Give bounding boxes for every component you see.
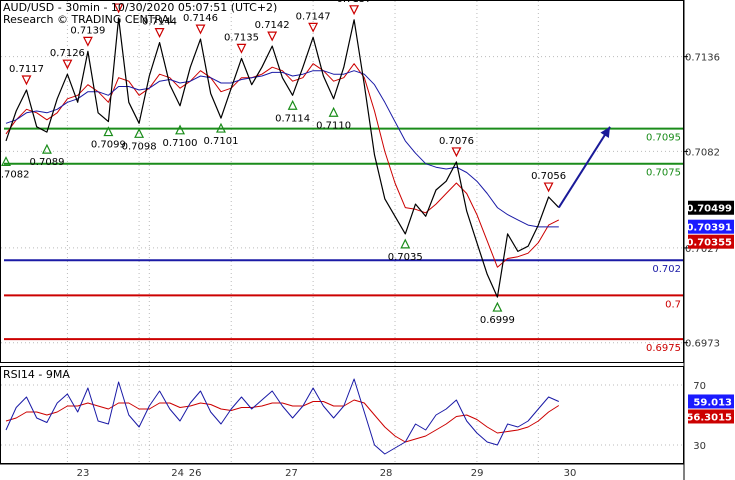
peak-label: 0.7135	[224, 32, 259, 43]
price-tick-label: 0.7027	[685, 244, 720, 255]
peak-label: 0.7144	[142, 17, 177, 28]
trough-label: 0.7100	[163, 138, 198, 149]
date-label: 23	[77, 468, 90, 479]
main-panel-frame	[0, 0, 684, 363]
trough-marker	[287, 99, 298, 110]
trough-marker	[216, 122, 226, 133]
peak-marker	[21, 75, 32, 86]
chart-title: AUD/USD - 30min - 10/30/2020 05:07:51 (U…	[3, 1, 277, 14]
level-label: 0.7075	[646, 168, 681, 179]
forecast-arrow-shaft	[557, 126, 611, 209]
rsi-box-bg	[688, 409, 734, 424]
price-series	[5, 17, 560, 298]
peak-label: 0.7157	[337, 0, 372, 5]
date-label: 27	[285, 468, 298, 479]
trough-label: 0.7089	[29, 157, 64, 168]
rsi-title: RSI14 - 9MA	[3, 368, 70, 381]
trough-marker	[328, 106, 339, 117]
date-label: 29	[471, 468, 484, 479]
trough-label: 0.7082	[0, 169, 30, 180]
rsi-tick-label: 30	[693, 441, 706, 452]
price-box-bg	[688, 234, 734, 249]
peak-marker	[82, 36, 93, 47]
price-box-text: 0.70391	[686, 223, 732, 234]
rsi-box-text: 59.013	[693, 397, 732, 408]
rsi-box-text: 56.3015	[686, 412, 732, 423]
forecast-arrow	[557, 126, 611, 209]
price-box-bg	[688, 200, 734, 215]
date-label: 30	[564, 468, 577, 479]
peak-label: 0.7117	[9, 64, 44, 75]
trough-marker	[103, 126, 114, 137]
trough-marker	[492, 301, 503, 312]
peak-marker	[113, 3, 124, 14]
moving-averages	[5, 63, 560, 268]
rsi-ma-line	[5, 399, 560, 443]
trough-marker	[400, 238, 411, 249]
price-tick-label: 0.7082	[685, 147, 720, 158]
trough-marker	[41, 143, 52, 154]
level-label: 0.702	[652, 264, 681, 275]
price-box-bg	[688, 219, 734, 234]
peak-marker	[543, 182, 554, 193]
date-label: 24	[171, 468, 184, 479]
trough-label: 0.6999	[480, 315, 515, 326]
peak-marker	[267, 31, 278, 42]
price-tick-label: 0.7136	[685, 53, 720, 64]
rsi-tick-label: 70	[693, 381, 706, 392]
peak-marker	[195, 24, 206, 35]
peak-marker	[62, 59, 73, 70]
rsi-panel-frame	[0, 366, 684, 464]
level-label: 0.7	[665, 299, 681, 310]
peak-marker	[349, 5, 360, 16]
peak-label: 0.7146	[183, 13, 218, 24]
peak-marker	[451, 147, 462, 158]
level-label: 0.7095	[646, 133, 681, 144]
trough-label: 0.7099	[91, 140, 126, 151]
date-label: 26	[189, 468, 202, 479]
rsi-line	[5, 378, 560, 455]
level-label: 0.6975	[646, 343, 681, 354]
trough-label: 0.7101	[203, 136, 238, 147]
price-tick-label: 0.6973	[685, 339, 720, 350]
trough-label: 0.7098	[122, 141, 157, 152]
grid-layer	[1, 1, 683, 463]
date-label: 28	[380, 468, 393, 479]
trough-marker	[134, 127, 145, 138]
peak-label: 0.7147	[296, 11, 331, 22]
peak-label: 0.7142	[255, 20, 290, 31]
peak-label: 0.7076	[439, 136, 474, 147]
price-box-text: 0.70355	[686, 238, 732, 249]
rsi-series	[5, 378, 560, 455]
trough-label: 0.7035	[388, 252, 423, 263]
peak-marker	[308, 22, 319, 33]
research-credit: Research © TRADING CENTRAL	[3, 13, 176, 26]
support-resistance-lines: 0.7095 0.7075 0.702 0.7 0.6975	[4, 127, 683, 354]
price-line	[5, 17, 560, 298]
trough-label: 0.7114	[275, 113, 310, 124]
peak-marker	[154, 28, 165, 38]
pivot-markers: 0.7117 0.7126 0.7139 0.7158 0.7144 0.7146 0.71…	[0, 0, 566, 326]
price-box-text: 0.70499	[686, 204, 732, 215]
trough-marker	[175, 124, 186, 135]
peak-label: 0.7158	[101, 0, 136, 3]
ma-slow-line	[5, 70, 559, 228]
peak-label: 0.7056	[531, 171, 566, 182]
trough-marker	[1, 156, 11, 167]
rsi-box-bg	[688, 394, 734, 409]
ma-fast-line	[5, 63, 560, 268]
peak-label: 0.7139	[70, 25, 105, 36]
trough-label: 0.7110	[316, 120, 351, 131]
peak-label: 0.7126	[50, 48, 85, 59]
forecast-arrow-head	[600, 126, 610, 138]
peak-marker	[236, 43, 247, 54]
price-boxes: 0.70499 0.70391 0.70355 59.013 56.3015	[686, 200, 734, 424]
axis-labels: 0.7136 0.7082 0.7027 0.6973 70 30 23 24 26 27 28 29…	[77, 53, 720, 479]
